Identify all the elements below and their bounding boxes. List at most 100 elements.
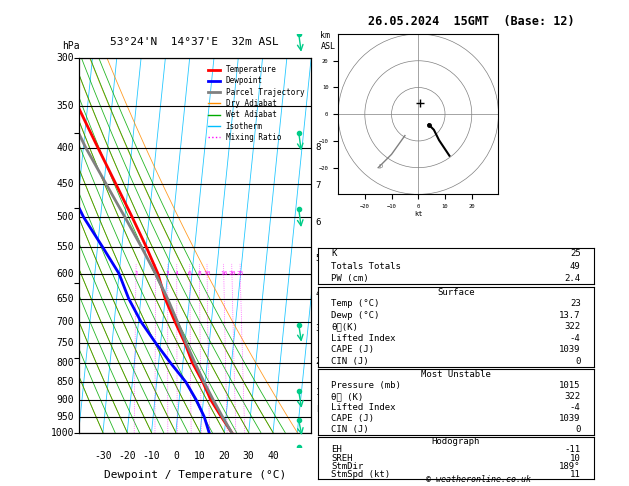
Text: 950: 950	[57, 412, 74, 421]
Dewpoint	[40, 55, 48, 61]
Text: 20: 20	[228, 271, 236, 276]
Text: 550: 550	[57, 242, 74, 252]
Dewpoint	[80, 214, 87, 220]
Text: 7: 7	[316, 181, 321, 190]
Text: 322: 322	[564, 392, 581, 401]
Text: θᴄ(K): θᴄ(K)	[331, 322, 359, 331]
Text: 1: 1	[134, 271, 138, 276]
Text: 49: 49	[570, 261, 581, 271]
Parcel Trajectory	[103, 181, 110, 187]
Text: 2: 2	[316, 357, 321, 366]
Text: 0: 0	[575, 425, 581, 434]
Text: 700: 700	[57, 317, 74, 327]
Dewpoint	[167, 360, 174, 366]
Text: CIN (J): CIN (J)	[331, 357, 369, 365]
Temperature	[74, 104, 82, 109]
Text: 5: 5	[316, 254, 321, 263]
Text: 8: 8	[198, 271, 201, 276]
Text: 6: 6	[188, 271, 192, 276]
X-axis label: kt: kt	[414, 210, 423, 216]
Legend: Temperature, Dewpoint, Parcel Trajectory, Dry Adiabat, Wet Adiabat, Isotherm, Mi: Temperature, Dewpoint, Parcel Trajectory…	[205, 62, 308, 145]
Text: LCL: LCL	[316, 405, 331, 415]
Text: 500: 500	[57, 212, 74, 222]
Text: 10: 10	[203, 271, 211, 276]
Dewpoint	[55, 145, 63, 151]
Temperature	[162, 295, 169, 301]
Text: 750: 750	[57, 338, 74, 348]
Text: 800: 800	[57, 358, 74, 368]
Text: K: K	[331, 249, 337, 259]
Parcel Trajectory	[209, 397, 217, 403]
Text: 1000: 1000	[50, 428, 74, 437]
Text: 650: 650	[57, 294, 74, 304]
Temperature	[171, 319, 179, 325]
Text: 11: 11	[570, 470, 581, 479]
Text: 26.05.2024  15GMT  (Base: 12): 26.05.2024 15GMT (Base: 12)	[369, 15, 575, 28]
Text: PW (cm): PW (cm)	[331, 274, 369, 283]
Text: 0: 0	[575, 357, 581, 365]
Text: Surface: Surface	[437, 288, 475, 297]
Parcel Trajectory	[45, 55, 52, 61]
Text: 1039: 1039	[559, 414, 581, 423]
Text: 25: 25	[237, 271, 244, 276]
Dewpoint	[192, 397, 200, 403]
Parcel Trajectory	[152, 271, 159, 277]
Dewpoint	[205, 430, 213, 435]
Text: 850: 850	[57, 377, 74, 387]
Text: θᴄ (K): θᴄ (K)	[331, 392, 364, 401]
Text: Most Unstable: Most Unstable	[421, 370, 491, 380]
Dewpoint	[115, 271, 123, 277]
Text: 8: 8	[316, 143, 321, 152]
Temperature	[154, 271, 162, 277]
Text: 3: 3	[166, 271, 170, 276]
Text: 13.7: 13.7	[559, 311, 581, 320]
Text: 350: 350	[57, 101, 74, 111]
Text: Lifted Index: Lifted Index	[331, 334, 396, 343]
Dewpoint	[64, 181, 71, 187]
Dewpoint	[152, 340, 160, 346]
Parcel Trajectory	[138, 244, 145, 250]
Text: SREH: SREH	[331, 453, 353, 463]
Temperature	[94, 145, 102, 151]
Text: CAPE (J): CAPE (J)	[331, 345, 374, 354]
Text: StmSpd (kt): StmSpd (kt)	[331, 470, 391, 479]
Text: -10: -10	[143, 451, 160, 461]
Text: 1039: 1039	[559, 345, 581, 354]
Text: 322: 322	[564, 322, 581, 331]
Line: Dewpoint: Dewpoint	[44, 58, 209, 433]
Text: 1: 1	[316, 388, 321, 397]
Temperature	[189, 360, 196, 366]
Text: Totals Totals: Totals Totals	[331, 261, 401, 271]
Text: -4: -4	[570, 334, 581, 343]
Parcel Trajectory	[121, 214, 129, 220]
Dewpoint	[137, 319, 145, 325]
Line: Parcel Trajectory: Parcel Trajectory	[48, 58, 231, 433]
Line: Temperature: Temperature	[64, 58, 231, 433]
Parcel Trajectory	[182, 340, 190, 346]
Text: © weatheronline.co.uk: © weatheronline.co.uk	[426, 474, 530, 484]
Dewpoint	[182, 379, 189, 385]
Text: 20: 20	[218, 451, 230, 461]
Text: -11: -11	[564, 445, 581, 454]
Text: 1015: 1015	[559, 381, 581, 390]
Text: Temp (°C): Temp (°C)	[331, 299, 380, 309]
Temperature	[199, 379, 206, 385]
Parcel Trajectory	[164, 295, 171, 301]
Text: 53°24'N  14°37'E  32m ASL: 53°24'N 14°37'E 32m ASL	[111, 37, 279, 47]
Text: 0: 0	[173, 451, 179, 461]
Text: 25: 25	[570, 249, 581, 259]
Text: -20: -20	[118, 451, 136, 461]
Temperature	[218, 414, 225, 419]
Parcel Trajectory	[191, 360, 199, 366]
Text: 16: 16	[220, 271, 228, 276]
Parcel Trajectory	[228, 430, 235, 435]
Text: Hodograph: Hodograph	[432, 437, 480, 446]
Text: 300: 300	[57, 53, 74, 63]
Dewpoint	[125, 295, 133, 301]
Text: Pressure (mb): Pressure (mb)	[331, 381, 401, 390]
Text: 30: 30	[243, 451, 255, 461]
Text: 40: 40	[267, 451, 279, 461]
Temperature	[113, 181, 120, 187]
Text: 10: 10	[194, 451, 206, 461]
Text: 2.4: 2.4	[564, 274, 581, 283]
